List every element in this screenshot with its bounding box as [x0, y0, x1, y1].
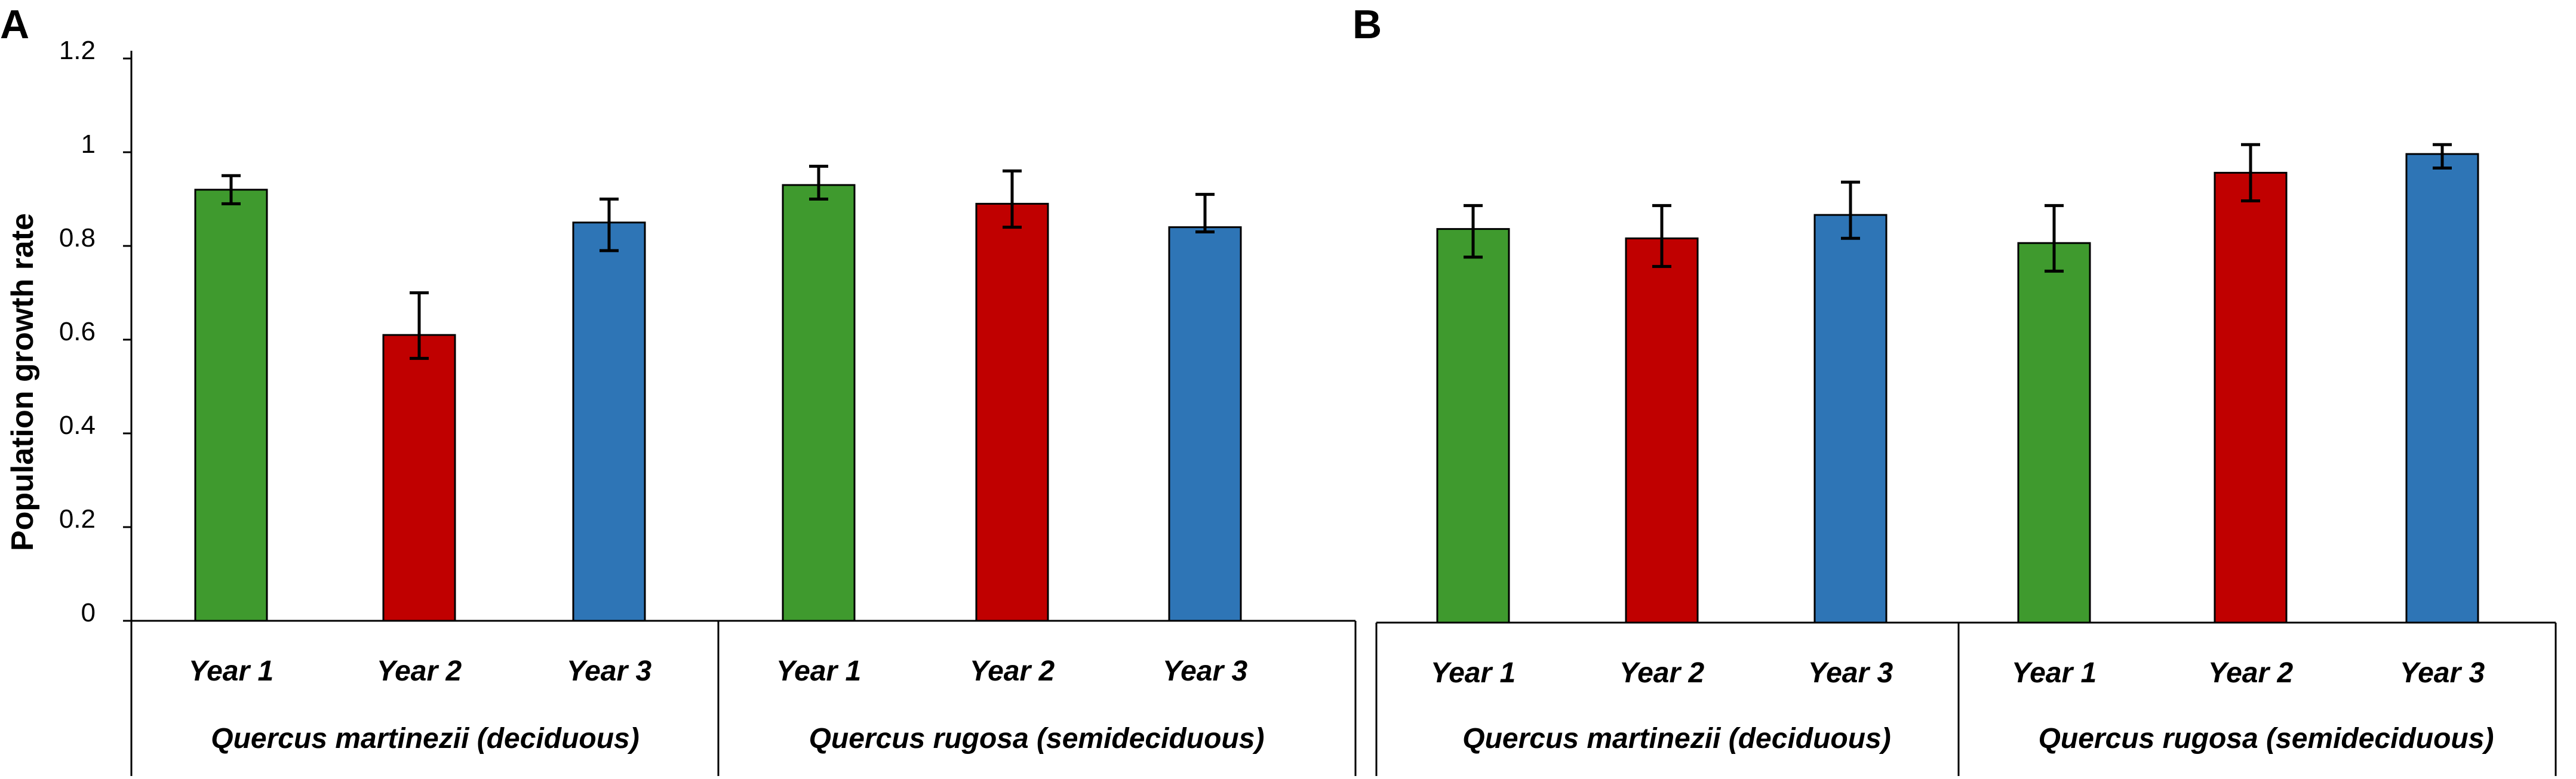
- panel-a-bar-2: [382, 334, 456, 622]
- panel-b-bar-5: [2214, 171, 2288, 624]
- panel-a-category-label: Year 1: [189, 655, 273, 687]
- panel-a-bar-1: [194, 189, 268, 622]
- panel-a-error-bar-1: [222, 174, 241, 205]
- panel-b-bar-3: [1813, 214, 1888, 624]
- panel-a-category-label: Year 2: [377, 655, 462, 687]
- panel-b-error-bars: [1464, 143, 2452, 273]
- panel-a-error-bar-6: [1195, 193, 1215, 233]
- panel-a-bar-3: [572, 221, 646, 622]
- panel-a-group-label: Quercus rugosa (semideciduous): [809, 723, 1265, 755]
- panel-a-y-ticks: 0 0.2 0.4 0.6 0.8 1 1.2: [59, 36, 96, 627]
- panel-b-category-labels: Year 1 Year 2 Year 3 Year 1 Year 2 Year …: [1431, 657, 2485, 689]
- panel-a-ytick: 0.6: [59, 317, 96, 346]
- panel-b-error-bar-2: [1652, 204, 1671, 268]
- panel-b-error-bar-1: [1464, 204, 1483, 259]
- panel-b-group-label: Quercus rugosa (semideciduous): [2039, 723, 2494, 755]
- panel-b-category-label: Year 1: [1431, 657, 1516, 689]
- panel-b-bar-4: [2017, 242, 2091, 624]
- panel-a-category-label: Year 3: [567, 655, 652, 687]
- panel-a-ytick: 1: [81, 130, 96, 159]
- panel-b-category-label: Year 3: [1808, 657, 1893, 689]
- panel-a-ytick: 1.2: [59, 36, 96, 65]
- panel-b-category-label: Year 2: [2208, 657, 2294, 689]
- panel-b-axes: [1375, 621, 2557, 776]
- panel-a-ytick: 0.2: [59, 504, 96, 534]
- panel-b-bar-6: [2405, 153, 2479, 624]
- panel-a-y-axis-label: Population growth rate: [5, 213, 40, 551]
- panel-a-category-label: Year 2: [970, 655, 1055, 687]
- panel-a-ytick: 0: [81, 598, 96, 627]
- panel-a-axes: [123, 51, 1357, 776]
- panel-b-error-bar-4: [2045, 204, 2064, 273]
- panel-a-error-bar-3: [600, 198, 619, 253]
- panel-b: B Year 1 Year 2 Year 3 Year 1 Year 2 Yea…: [1352, 2, 2557, 776]
- panel-a-category-label: Year 3: [1163, 655, 1248, 687]
- panel-a-bar-5: [975, 202, 1049, 622]
- panel-b-error-bar-5: [2241, 143, 2260, 202]
- panel-a-ytick: 0.8: [59, 223, 96, 253]
- panel-a-letter: A: [0, 2, 29, 47]
- panel-b-error-bar-6: [2433, 143, 2452, 170]
- panel-a-bar-4: [782, 184, 856, 622]
- panel-b-bar-1: [1436, 228, 1510, 624]
- panel-b-letter: B: [1352, 2, 1382, 47]
- panel-a: A Population growth rate 0 0.2 0.4 0.6 0…: [0, 2, 1357, 776]
- panel-b-group-label: Quercus martinezii (deciduous): [1462, 723, 1890, 755]
- panel-a-error-bars: [222, 165, 1215, 360]
- panel-b-category-label: Year 3: [2400, 657, 2485, 689]
- panel-a-error-bar-2: [410, 291, 429, 360]
- panel-b-bars: [1436, 153, 2479, 624]
- panel-b-error-bar-3: [1841, 180, 1860, 240]
- panel-a-group-label: Quercus martinezii (deciduous): [211, 723, 639, 755]
- panel-a-bar-6: [1168, 226, 1242, 622]
- panel-b-bar-2: [1625, 237, 1699, 624]
- panel-a-bars: [194, 184, 1242, 622]
- panel-a-ytick: 0.4: [59, 411, 96, 440]
- panel-a-error-bar-4: [809, 165, 828, 201]
- panel-b-category-label: Year 2: [1619, 657, 1705, 689]
- panel-a-error-bar-5: [1003, 169, 1022, 229]
- panel-a-category-label: Year 1: [776, 655, 861, 687]
- panel-a-category-labels: Year 1 Year 2 Year 3 Year 1 Year 2 Year …: [189, 655, 1248, 687]
- panel-b-category-label: Year 1: [2012, 657, 2097, 689]
